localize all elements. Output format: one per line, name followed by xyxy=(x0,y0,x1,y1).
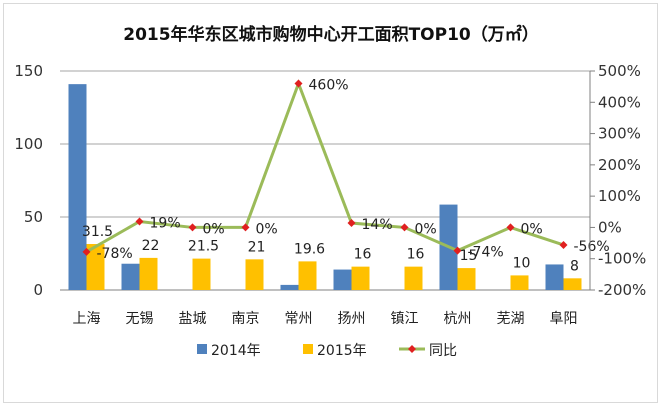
category-label: 常州 xyxy=(285,311,313,327)
bar-value-label: 31.5 xyxy=(82,224,113,240)
growth-marker xyxy=(347,219,356,228)
bar-2014 xyxy=(280,284,299,290)
growth-line xyxy=(85,79,564,254)
bar-2014 xyxy=(121,263,140,290)
category-label: 阜阳 xyxy=(550,310,578,327)
right-tick-label: 300% xyxy=(598,125,641,143)
right-tick-label: 500% xyxy=(598,62,641,80)
growth-value-label: -74% xyxy=(468,245,504,261)
right-tick-label: 0% xyxy=(598,218,622,236)
bar-2015 xyxy=(245,259,264,290)
bar-2015 xyxy=(139,257,158,290)
legend: 2014年 2015年 同比 xyxy=(197,343,457,359)
growth-marker xyxy=(135,217,144,226)
category-label: 上海 xyxy=(73,311,101,327)
growth-value-label: 19% xyxy=(150,215,181,231)
bar-value-label: 21 xyxy=(248,239,266,255)
legend-swatch xyxy=(303,344,313,354)
bar-series xyxy=(68,84,582,290)
growth-marker xyxy=(506,223,515,232)
category-label: 杭州 xyxy=(444,311,472,327)
bar-value-label: 21.5 xyxy=(188,239,219,255)
bar-2015 xyxy=(86,244,105,290)
growth-value-label: 460% xyxy=(309,78,349,94)
legend-label: 2014年 xyxy=(211,343,261,359)
bar-2015 xyxy=(563,278,582,290)
growth-value-label: 0% xyxy=(415,221,437,237)
category-label: 芜湖 xyxy=(497,310,525,327)
bar-2015 xyxy=(510,275,529,290)
growth-marker xyxy=(82,247,91,256)
bar-2014 xyxy=(545,264,564,290)
growth-marker xyxy=(559,240,568,249)
category-label: 镇江 xyxy=(391,311,419,327)
growth-value-label: -56% xyxy=(574,239,610,255)
line-series xyxy=(82,79,568,256)
growth-marker xyxy=(188,223,197,232)
bar-value-label: 10 xyxy=(513,255,531,271)
growth-marker xyxy=(294,79,303,88)
left-tick-label: 0 xyxy=(33,281,43,299)
right-tick-label: -100% xyxy=(598,250,646,268)
left-tick-label: 50 xyxy=(24,208,43,226)
growth-value-label: 0% xyxy=(203,221,225,237)
bar-value-label: 16 xyxy=(407,247,425,263)
bar-value-label: 8 xyxy=(570,258,579,274)
growth-value-label: -78% xyxy=(97,246,133,262)
bar-2015 xyxy=(351,266,370,290)
legend-label: 同比 xyxy=(429,343,457,359)
growth-value-label: 0% xyxy=(521,221,543,237)
bar-2014 xyxy=(68,84,87,290)
bar-2015 xyxy=(298,261,317,290)
growth-value-label: 14% xyxy=(362,217,393,233)
right-tick-label: 400% xyxy=(598,93,641,111)
bar-value-label: 15 xyxy=(460,248,478,264)
category-label: 扬州 xyxy=(338,311,366,327)
bar-2014 xyxy=(333,269,352,290)
category-label: 无锡 xyxy=(126,311,154,327)
right-tick-label: 100% xyxy=(598,187,641,205)
growth-marker xyxy=(241,223,250,232)
chart-frame xyxy=(3,3,658,403)
left-tick-label: 150 xyxy=(14,62,43,80)
legend-swatch xyxy=(197,344,207,354)
bar-value-label: 16 xyxy=(354,247,372,263)
chart-title: 2015年华东区城市购物中心开工面积TOP10（万㎡） xyxy=(123,24,538,45)
right-tick-label: -200% xyxy=(598,281,646,299)
category-label: 盐城 xyxy=(179,311,207,327)
bar-2015 xyxy=(404,266,423,290)
growth-marker xyxy=(400,223,409,232)
bar-2015 xyxy=(192,258,211,290)
legend-marker xyxy=(408,345,416,353)
right-tick-label: 200% xyxy=(598,156,641,174)
legend-label: 2015年 xyxy=(317,343,367,359)
bar-2015 xyxy=(457,268,476,290)
data-labels: 31.5 22 21.5 21 19.6 16 16 15 10 8 -78% 19% 0% 0% 460%… xyxy=(82,78,610,275)
category-label: 南京 xyxy=(232,311,260,327)
bar-value-label: 19.6 xyxy=(294,241,325,257)
axes: 050100150-200%-100%0%100%200%300%400%500… xyxy=(14,62,646,327)
left-tick-label: 100 xyxy=(14,135,43,153)
growth-marker xyxy=(453,246,462,255)
bar-value-label: 22 xyxy=(142,238,160,254)
growth-value-label: 0% xyxy=(256,221,278,237)
